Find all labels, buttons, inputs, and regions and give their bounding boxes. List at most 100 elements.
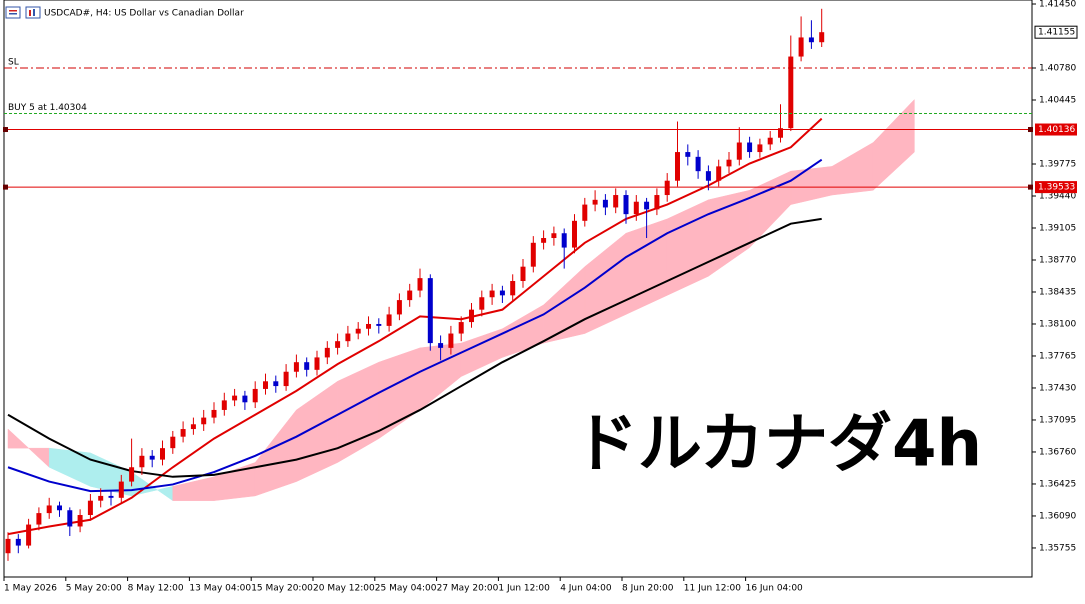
level-handle bbox=[1028, 127, 1033, 133]
candle-body bbox=[767, 137, 773, 145]
candle-body bbox=[98, 495, 104, 501]
y-tick-label: 1.39440 bbox=[1039, 191, 1076, 201]
candle-body bbox=[613, 195, 619, 208]
candle-body bbox=[602, 199, 608, 208]
annotation: ドルカナダ4h bbox=[574, 408, 982, 482]
candle-body bbox=[582, 204, 588, 221]
candle-body bbox=[335, 341, 341, 348]
x-tick-label: 13 May 04:00 bbox=[189, 584, 251, 594]
y-tick-label: 1.39105 bbox=[1039, 223, 1076, 233]
level-handle bbox=[1028, 184, 1033, 190]
x-tick-label: 5 May 20:00 bbox=[66, 584, 122, 594]
x-tick-label: 1 May 2026 bbox=[4, 584, 57, 594]
candle-body bbox=[726, 159, 732, 167]
candle-body bbox=[376, 323, 382, 326]
candle-body bbox=[695, 156, 701, 172]
candle-body bbox=[448, 333, 454, 348]
candle-body bbox=[263, 381, 268, 389]
candle-body bbox=[458, 322, 464, 334]
candle-body bbox=[520, 266, 526, 282]
candle-body bbox=[87, 500, 93, 516]
x-tick-label: 8 Jun 20:00 bbox=[622, 584, 674, 594]
moving-average bbox=[7, 217, 822, 478]
candle-body bbox=[675, 152, 680, 181]
x-tick-label: 16 Jun 04:00 bbox=[746, 584, 803, 594]
candle-body bbox=[623, 195, 629, 215]
candle-body bbox=[180, 429, 186, 437]
candle-body bbox=[118, 481, 124, 498]
candle-body bbox=[46, 505, 52, 514]
candle-body bbox=[798, 37, 804, 57]
x-tick-label: 27 May 20:00 bbox=[437, 584, 499, 594]
y-tick-label: 1.38435 bbox=[1039, 287, 1076, 297]
plot-frame bbox=[3, 0, 1033, 578]
candle-body bbox=[160, 448, 165, 460]
candle-body bbox=[139, 455, 145, 468]
level-label: SL bbox=[8, 58, 19, 68]
y-tick-label: 1.37430 bbox=[1039, 383, 1076, 393]
candle-body bbox=[355, 328, 361, 334]
candle-body bbox=[5, 538, 11, 554]
candle-body bbox=[479, 297, 485, 310]
y-tick-label: 1.41450 bbox=[1039, 0, 1076, 10]
y-tick-label: 1.35755 bbox=[1039, 543, 1076, 553]
candle-body bbox=[747, 142, 753, 153]
y-tick-label: 1.38100 bbox=[1039, 319, 1076, 329]
candle-body bbox=[757, 144, 763, 153]
x-tick-label: 25 May 04:00 bbox=[375, 584, 437, 594]
candle-body bbox=[427, 278, 433, 344]
moving-average bbox=[7, 158, 823, 493]
candle-body bbox=[232, 395, 238, 401]
last-price-box bbox=[1034, 25, 1078, 39]
candle-body bbox=[705, 171, 711, 181]
candle-body bbox=[551, 233, 557, 239]
candle-body bbox=[211, 409, 217, 418]
y-tick-label: 1.39775 bbox=[1039, 159, 1076, 169]
candle-body bbox=[36, 513, 42, 525]
candle-body bbox=[541, 238, 547, 243]
candle-body bbox=[26, 524, 32, 546]
candle-body bbox=[77, 515, 83, 527]
candle-body bbox=[252, 388, 258, 403]
x-tick-label: 4 Jun 04:00 bbox=[560, 584, 612, 594]
candle-body bbox=[808, 37, 814, 43]
candle-body bbox=[149, 455, 155, 460]
candle-body bbox=[386, 314, 392, 326]
candle-body bbox=[314, 357, 320, 370]
level-handle bbox=[3, 127, 8, 133]
y-tick-label: 1.40780 bbox=[1039, 64, 1076, 74]
y-tick-label: 1.36425 bbox=[1039, 479, 1076, 489]
candle-body bbox=[67, 510, 73, 527]
candle-body bbox=[469, 309, 474, 323]
candle-body bbox=[530, 242, 536, 267]
candle-body bbox=[417, 278, 423, 291]
candle-body bbox=[170, 436, 176, 449]
candle-body bbox=[592, 199, 598, 205]
candle-body bbox=[242, 395, 248, 403]
candle-body bbox=[685, 152, 691, 157]
candle-body bbox=[664, 180, 670, 196]
candle-body bbox=[778, 128, 783, 138]
y-tick-label: 1.36760 bbox=[1039, 447, 1076, 457]
level-price-label: 1.39533 bbox=[1038, 183, 1075, 193]
candle-body bbox=[499, 290, 505, 296]
candle-body bbox=[345, 333, 351, 342]
candle-body bbox=[561, 233, 567, 248]
candle-body bbox=[510, 281, 516, 296]
level-price-box bbox=[1035, 123, 1077, 136]
candle-body bbox=[57, 505, 62, 511]
chart-title: USDCAD#, H4: US Dollar vs Canadian Dolla… bbox=[44, 9, 244, 19]
candle-body bbox=[736, 142, 742, 160]
y-tick-label: 1.36090 bbox=[1039, 511, 1076, 521]
candle-body bbox=[283, 371, 289, 387]
candle-body bbox=[201, 417, 207, 425]
candle-body bbox=[366, 323, 371, 329]
candle-body bbox=[221, 400, 227, 410]
candle-body bbox=[304, 362, 310, 370]
x-tick-label: 8 May 12:00 bbox=[128, 584, 184, 594]
level-handle bbox=[3, 184, 8, 190]
candle-body bbox=[108, 495, 114, 498]
x-tick-label: 1 Jun 12:00 bbox=[498, 584, 550, 594]
candle-body bbox=[489, 290, 495, 298]
